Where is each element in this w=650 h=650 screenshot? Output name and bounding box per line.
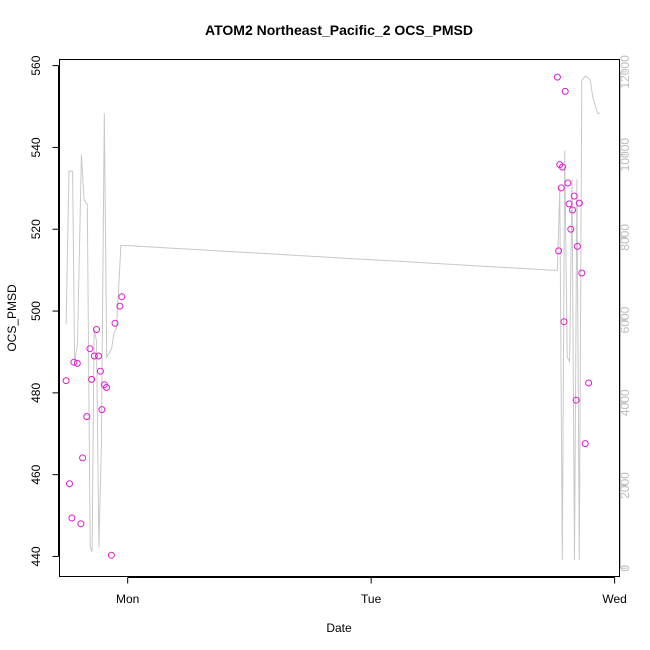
data-point <box>95 352 102 360</box>
left-tick-label: 540 <box>29 137 43 157</box>
data-point <box>572 396 580 404</box>
right-tick-label: 12000 <box>618 55 632 89</box>
left-tick-label: 440 <box>29 546 43 566</box>
data-point <box>93 326 100 333</box>
data-point <box>66 480 73 488</box>
x-axis: Mon Tue Wed <box>116 577 627 606</box>
left-tick-label: 520 <box>29 219 43 239</box>
data-point <box>96 367 104 375</box>
data-point <box>83 413 91 421</box>
data-point <box>103 384 110 391</box>
data-point <box>90 352 98 360</box>
left-tick-label: 460 <box>29 464 43 484</box>
right-y-axis: 0 2000 4000 6000 8000 10000 12000 <box>618 55 632 572</box>
data-point <box>111 319 119 327</box>
plot-area <box>59 59 620 577</box>
right-tick-label: 6000 <box>618 306 632 333</box>
x-tick-label: Mon <box>116 592 139 606</box>
data-point <box>107 551 115 559</box>
data-point <box>561 87 569 95</box>
data-point <box>575 199 583 207</box>
data-point <box>578 269 586 277</box>
data-point <box>569 206 576 214</box>
right-tick-label: 2000 <box>618 472 632 499</box>
y-axis-label: OCS_PMSD <box>5 284 19 352</box>
data-point <box>116 302 124 310</box>
left-tick-label: 500 <box>29 301 43 321</box>
data-point <box>573 242 581 250</box>
point-series <box>62 73 593 559</box>
left-tick-label: 560 <box>29 55 43 75</box>
data-point <box>98 406 106 414</box>
left-y-axis: 440 460 480 500 520 540 560 <box>29 55 59 566</box>
right-axis-line-series <box>65 75 600 561</box>
data-point <box>118 293 126 301</box>
right-tick-label: 8000 <box>618 224 632 251</box>
x-tick-label: Tue <box>361 592 382 606</box>
data-point <box>557 184 565 192</box>
data-point <box>70 358 78 366</box>
data-point <box>555 247 563 255</box>
data-point <box>585 379 593 387</box>
chart-title: ATOM2 Northeast_Pacific_2 OCS_PMSD <box>205 22 473 38</box>
x-tick-label: Wed <box>602 592 626 606</box>
data-point <box>553 73 561 81</box>
x-axis-label: Date <box>326 621 352 635</box>
left-tick-label: 480 <box>29 383 43 403</box>
data-point <box>567 225 575 233</box>
data-point <box>86 345 94 353</box>
right-tick-label: 4000 <box>618 389 632 416</box>
data-point <box>581 440 589 448</box>
data-point <box>68 514 76 522</box>
data-point <box>79 454 87 462</box>
data-point <box>559 163 566 171</box>
data-point <box>62 377 70 385</box>
data-point <box>564 179 572 187</box>
right-tick-label: 10000 <box>618 138 632 172</box>
data-point <box>565 200 573 208</box>
right-tick-label: 0 <box>618 565 632 572</box>
data-point <box>77 520 85 528</box>
data-point <box>560 318 568 326</box>
series-line <box>65 75 600 561</box>
data-point <box>88 375 96 383</box>
data-point <box>570 192 578 200</box>
data-point <box>73 359 81 367</box>
